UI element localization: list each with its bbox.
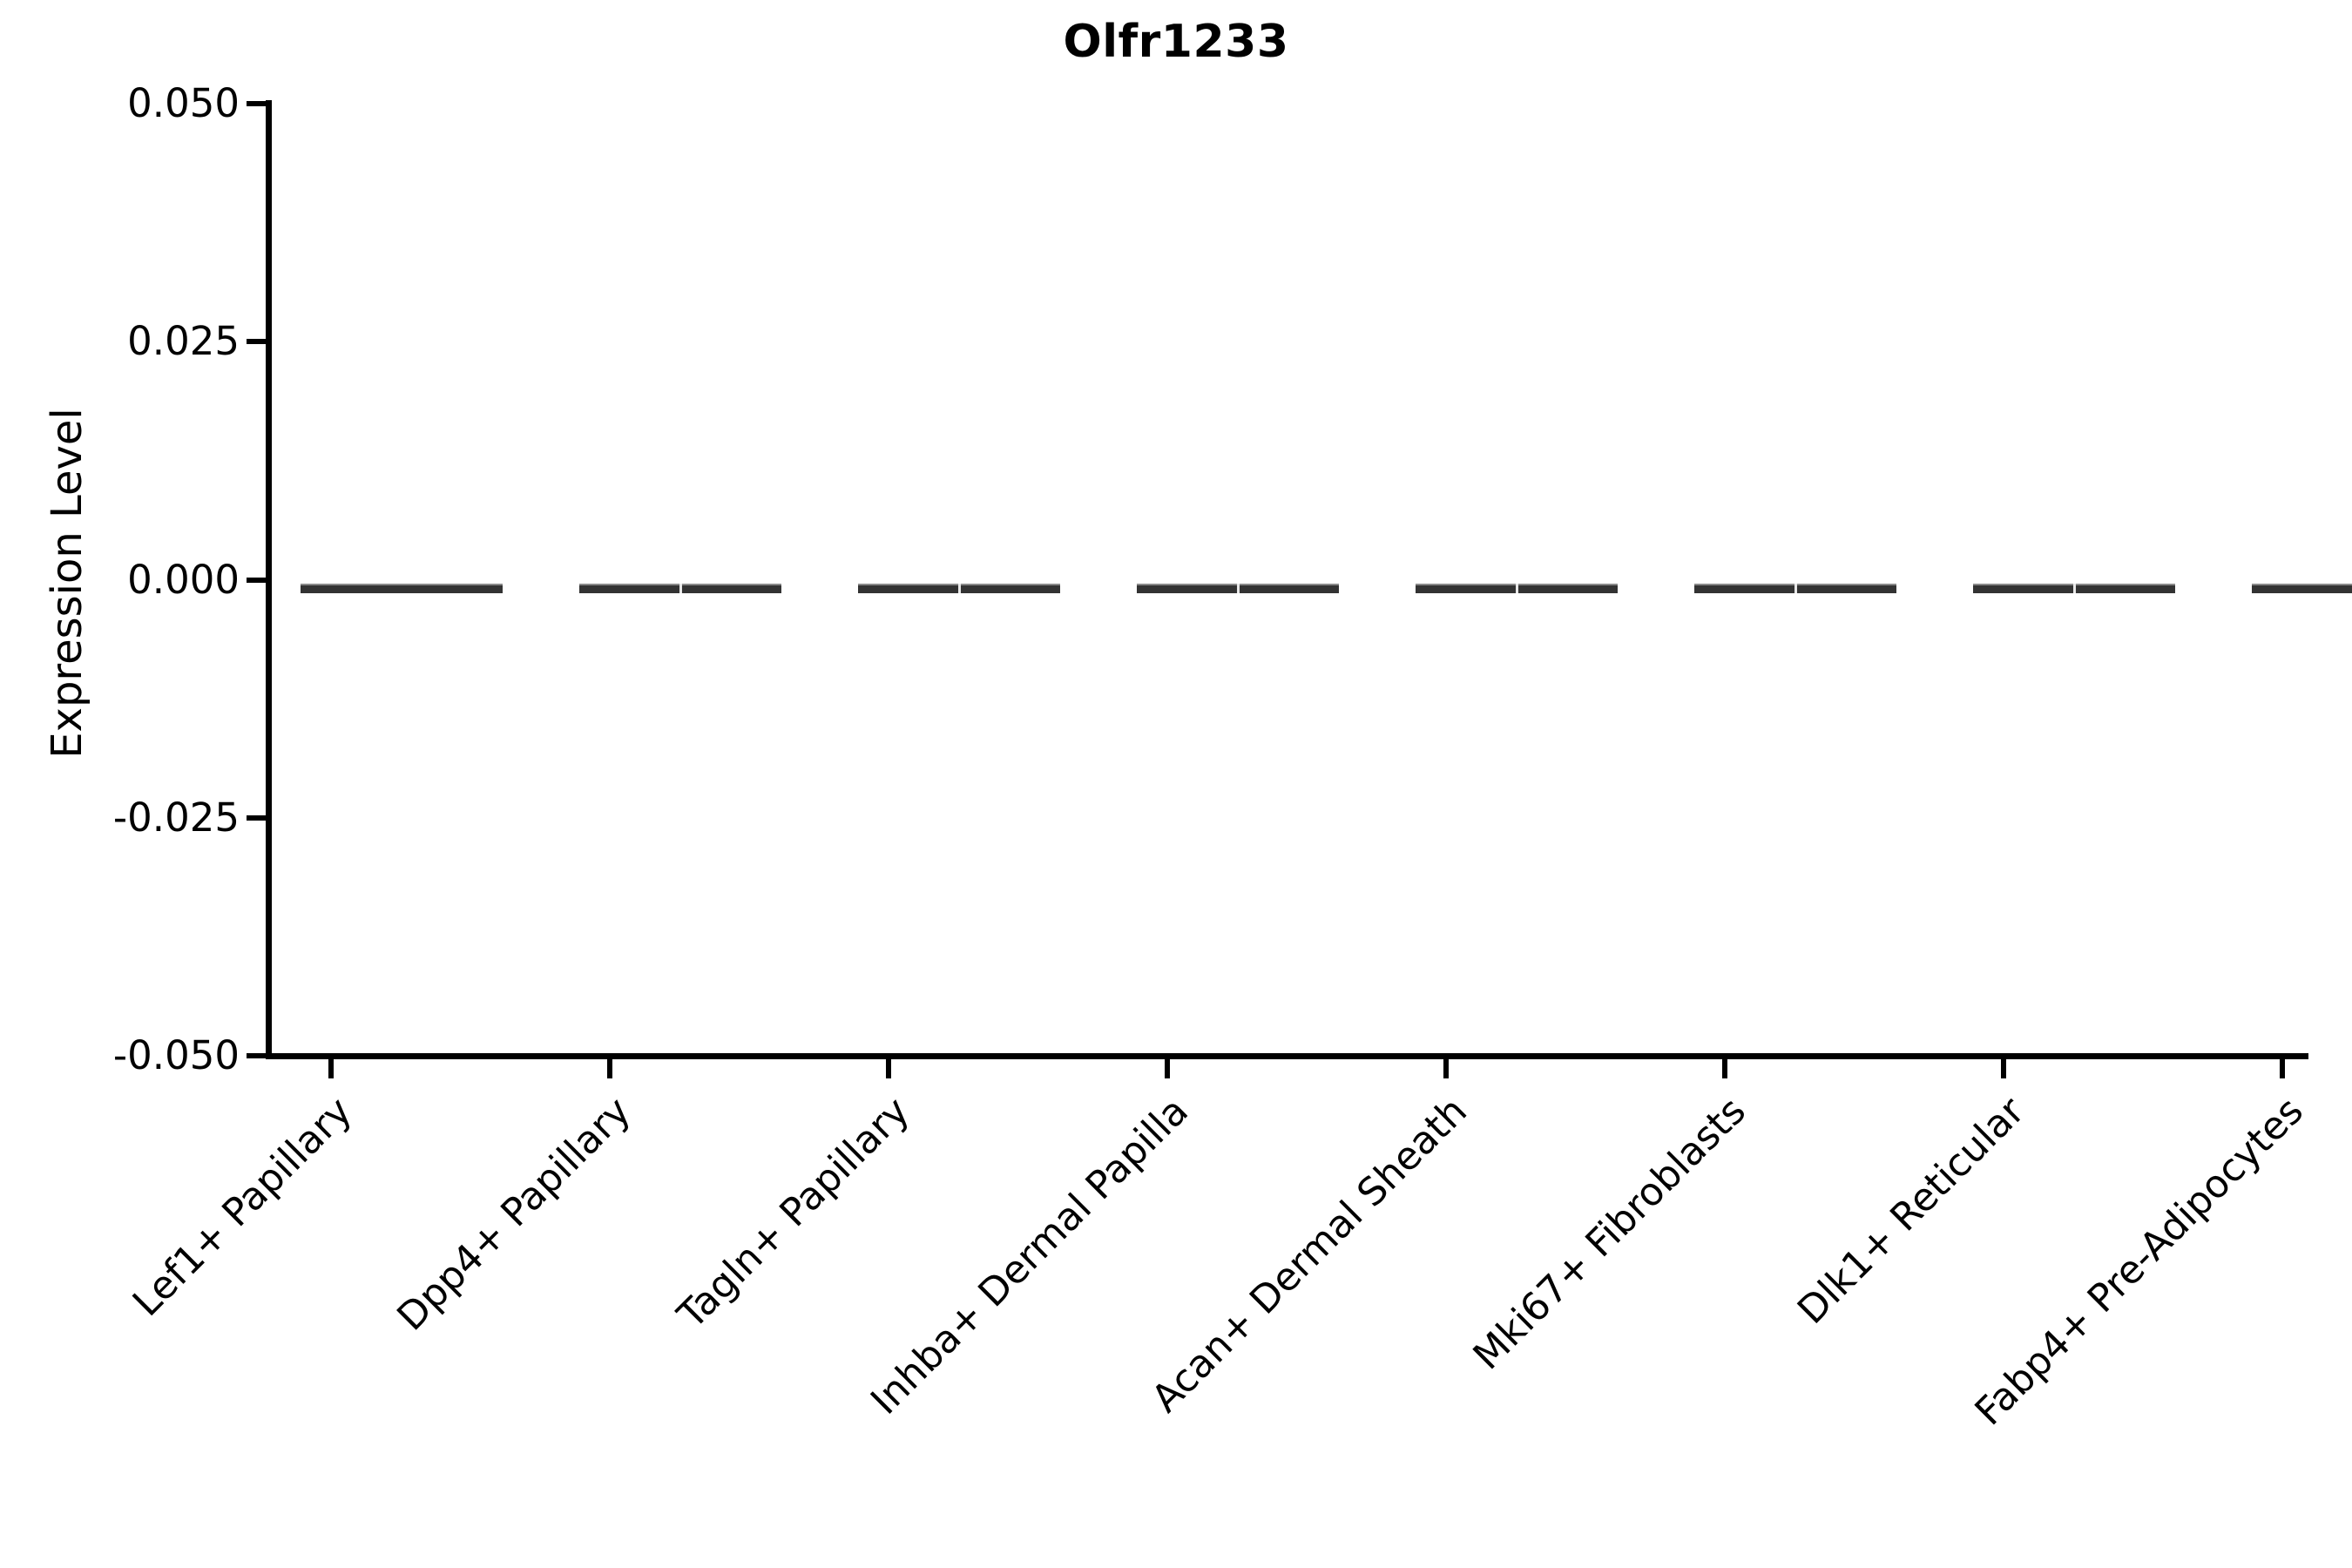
violin-lef1-papillary (301, 584, 503, 593)
x-tick-mark (1443, 1056, 1449, 1078)
x-tick-label-tagln-papillary: Tagln+ Papillary (669, 1088, 918, 1338)
violin-median-dlk1-reticular (2073, 584, 2076, 593)
y-axis-spine (266, 100, 272, 1059)
x-tick-mark (2001, 1056, 2006, 1078)
x-axis-spine (266, 1053, 2308, 1059)
violin-median-tagln-papillary (958, 584, 961, 593)
y-tick-mark (247, 339, 267, 344)
chart-title: Olfr1233 (1063, 16, 1289, 68)
y-tick-label: -0.050 (112, 1032, 240, 1078)
x-tick-mark (1722, 1056, 1727, 1078)
violin-fabp4-pre-adipocytes (2252, 584, 2352, 593)
x-tick-mark (328, 1056, 334, 1078)
violin-median-acan-dermal-sheath (1516, 584, 1518, 593)
y-tick-mark (247, 1053, 267, 1058)
y-tick-label: 0.025 (127, 318, 240, 364)
x-tick-label-fabp4-pre-adipocytes: Fabp4+ Pre-Adipocytes (1966, 1088, 2312, 1435)
y-tick-label: 0.000 (127, 557, 240, 603)
y-tick-label: 0.050 (127, 80, 240, 126)
y-tick-mark (247, 815, 267, 821)
x-tick-mark (2280, 1056, 2285, 1078)
x-tick-mark (607, 1056, 612, 1078)
x-tick-label-dlk1-reticular: Dlk1+ Reticular (1788, 1088, 2033, 1333)
x-tick-label-lef1-papillary: Lef1+ Papillary (124, 1088, 361, 1325)
x-tick-label-inhba-dermal-papilla: Inhba+ Dermal Papilla (862, 1088, 1197, 1423)
x-tick-label-mki67-fibroblasts: Mki67+ Fibroblasts (1464, 1088, 1754, 1379)
violin-median-inhba-dermal-papilla (1237, 584, 1240, 593)
x-tick-label-dpp4-papillary: Dpp4+ Papillary (389, 1088, 639, 1340)
violin-median-dpp4-papillary (679, 584, 682, 593)
x-tick-mark (1165, 1056, 1170, 1078)
x-tick-mark (886, 1056, 891, 1078)
y-tick-mark (247, 101, 267, 106)
violin-median-mki67-fibroblasts (1794, 584, 1797, 593)
y-tick-mark (247, 578, 267, 583)
y-tick-label: -0.025 (112, 794, 240, 841)
x-tick-label-acan-dermal-sheath: Acan+ Dermal Sheath (1143, 1088, 1476, 1422)
